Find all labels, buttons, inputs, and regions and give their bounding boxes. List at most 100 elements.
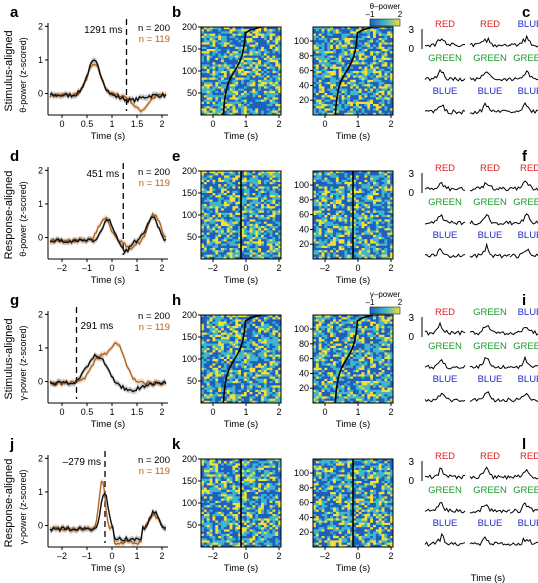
heat-cell bbox=[321, 82, 325, 85]
black-trace bbox=[49, 216, 167, 255]
heat-cell bbox=[278, 35, 282, 39]
heat-cell bbox=[367, 215, 371, 218]
heat-cell bbox=[235, 334, 239, 338]
heat-cell bbox=[350, 219, 354, 222]
heat-cell bbox=[350, 73, 354, 76]
heat-cell bbox=[353, 104, 357, 107]
heat-cell bbox=[266, 173, 270, 176]
heat-cell bbox=[361, 77, 365, 81]
heat-cell bbox=[275, 217, 279, 220]
heat-cell bbox=[367, 193, 371, 196]
heat-cell bbox=[341, 226, 345, 229]
heat-cell bbox=[243, 221, 248, 225]
heat-cell bbox=[347, 212, 351, 216]
heat-cell bbox=[375, 97, 380, 100]
heat-cell bbox=[206, 184, 210, 187]
heat-cell bbox=[252, 33, 256, 37]
heat-cell bbox=[375, 90, 380, 94]
heat-cell bbox=[278, 55, 282, 59]
heat-cell bbox=[229, 223, 233, 227]
heat-cell bbox=[255, 193, 259, 196]
heat-cell bbox=[373, 188, 377, 192]
heat-cell bbox=[324, 252, 328, 255]
heat-cell bbox=[330, 112, 334, 116]
heat-cell bbox=[384, 97, 388, 100]
heat-cell bbox=[212, 208, 216, 211]
heat-cell bbox=[206, 208, 210, 211]
heat-cell bbox=[263, 195, 268, 198]
heat-cell bbox=[378, 95, 382, 98]
heat-cell bbox=[235, 31, 239, 34]
heat-cell bbox=[203, 330, 208, 333]
heat-cell bbox=[378, 175, 382, 178]
heat-cell bbox=[258, 237, 262, 240]
heat-cell bbox=[232, 245, 236, 249]
heat-cell bbox=[375, 256, 380, 260]
heat-cell bbox=[275, 82, 279, 85]
heat-cell bbox=[249, 319, 253, 322]
heat-cell bbox=[378, 40, 382, 43]
heat-cell bbox=[232, 195, 236, 198]
heat-cell bbox=[255, 179, 259, 183]
heat-cell bbox=[370, 106, 374, 109]
heat-cell bbox=[229, 212, 233, 216]
heat-cell bbox=[209, 237, 213, 240]
heat-cell bbox=[333, 95, 337, 98]
heat-cell bbox=[246, 108, 250, 111]
heat-cell bbox=[364, 179, 368, 183]
heat-cell bbox=[223, 199, 228, 203]
heat-cell bbox=[361, 66, 365, 70]
heat-cell bbox=[223, 245, 228, 249]
heat-cell bbox=[338, 29, 342, 32]
heat-cell bbox=[206, 241, 210, 244]
heat-cell bbox=[206, 46, 210, 50]
heat-cell bbox=[269, 73, 273, 76]
heat-cell bbox=[252, 184, 256, 187]
heat-cell bbox=[318, 35, 322, 39]
heat-cell bbox=[229, 245, 233, 249]
heat-cell bbox=[232, 248, 236, 251]
heat-cell bbox=[269, 241, 273, 244]
heat-cell bbox=[209, 241, 213, 244]
heat-cell bbox=[243, 239, 248, 242]
heat-cell bbox=[364, 210, 368, 214]
heat-cell bbox=[318, 101, 322, 105]
heat-cell bbox=[263, 184, 268, 187]
heat-cell bbox=[364, 108, 368, 111]
heat-cell bbox=[209, 248, 213, 251]
heat-cell bbox=[278, 93, 282, 96]
heat-cell bbox=[272, 68, 276, 72]
heat-cell bbox=[232, 95, 236, 98]
heat-cell bbox=[263, 86, 268, 89]
n-black-label: n = 200 bbox=[138, 167, 170, 178]
heat-cell bbox=[338, 206, 342, 209]
heat-cell bbox=[261, 71, 265, 74]
heat-cell bbox=[246, 186, 250, 189]
heat-cell bbox=[238, 332, 242, 336]
heat-cell bbox=[212, 221, 216, 225]
heat-cell bbox=[381, 254, 385, 258]
heat-cell bbox=[252, 84, 256, 87]
heat-cell bbox=[315, 108, 320, 111]
heat-cell bbox=[381, 73, 385, 76]
heat-cell bbox=[373, 190, 377, 194]
heat-cell bbox=[246, 73, 250, 76]
heat-cell bbox=[212, 101, 216, 105]
heat-cell bbox=[238, 88, 242, 92]
heat-cell bbox=[203, 84, 208, 87]
heat-cell bbox=[269, 177, 273, 181]
heat-cell bbox=[229, 208, 233, 211]
heat-cell bbox=[218, 82, 222, 85]
heat-cell bbox=[327, 241, 331, 244]
heat-cell bbox=[355, 195, 360, 198]
heat-cell bbox=[243, 62, 248, 65]
heat-cell bbox=[350, 84, 354, 87]
heat-cell bbox=[375, 42, 380, 45]
heat-cell bbox=[358, 241, 362, 244]
heat-cell bbox=[249, 35, 253, 39]
heat-cell bbox=[212, 97, 216, 100]
heat-cell bbox=[321, 42, 325, 45]
heat-cell bbox=[232, 199, 236, 203]
heat-cell bbox=[313, 106, 317, 109]
